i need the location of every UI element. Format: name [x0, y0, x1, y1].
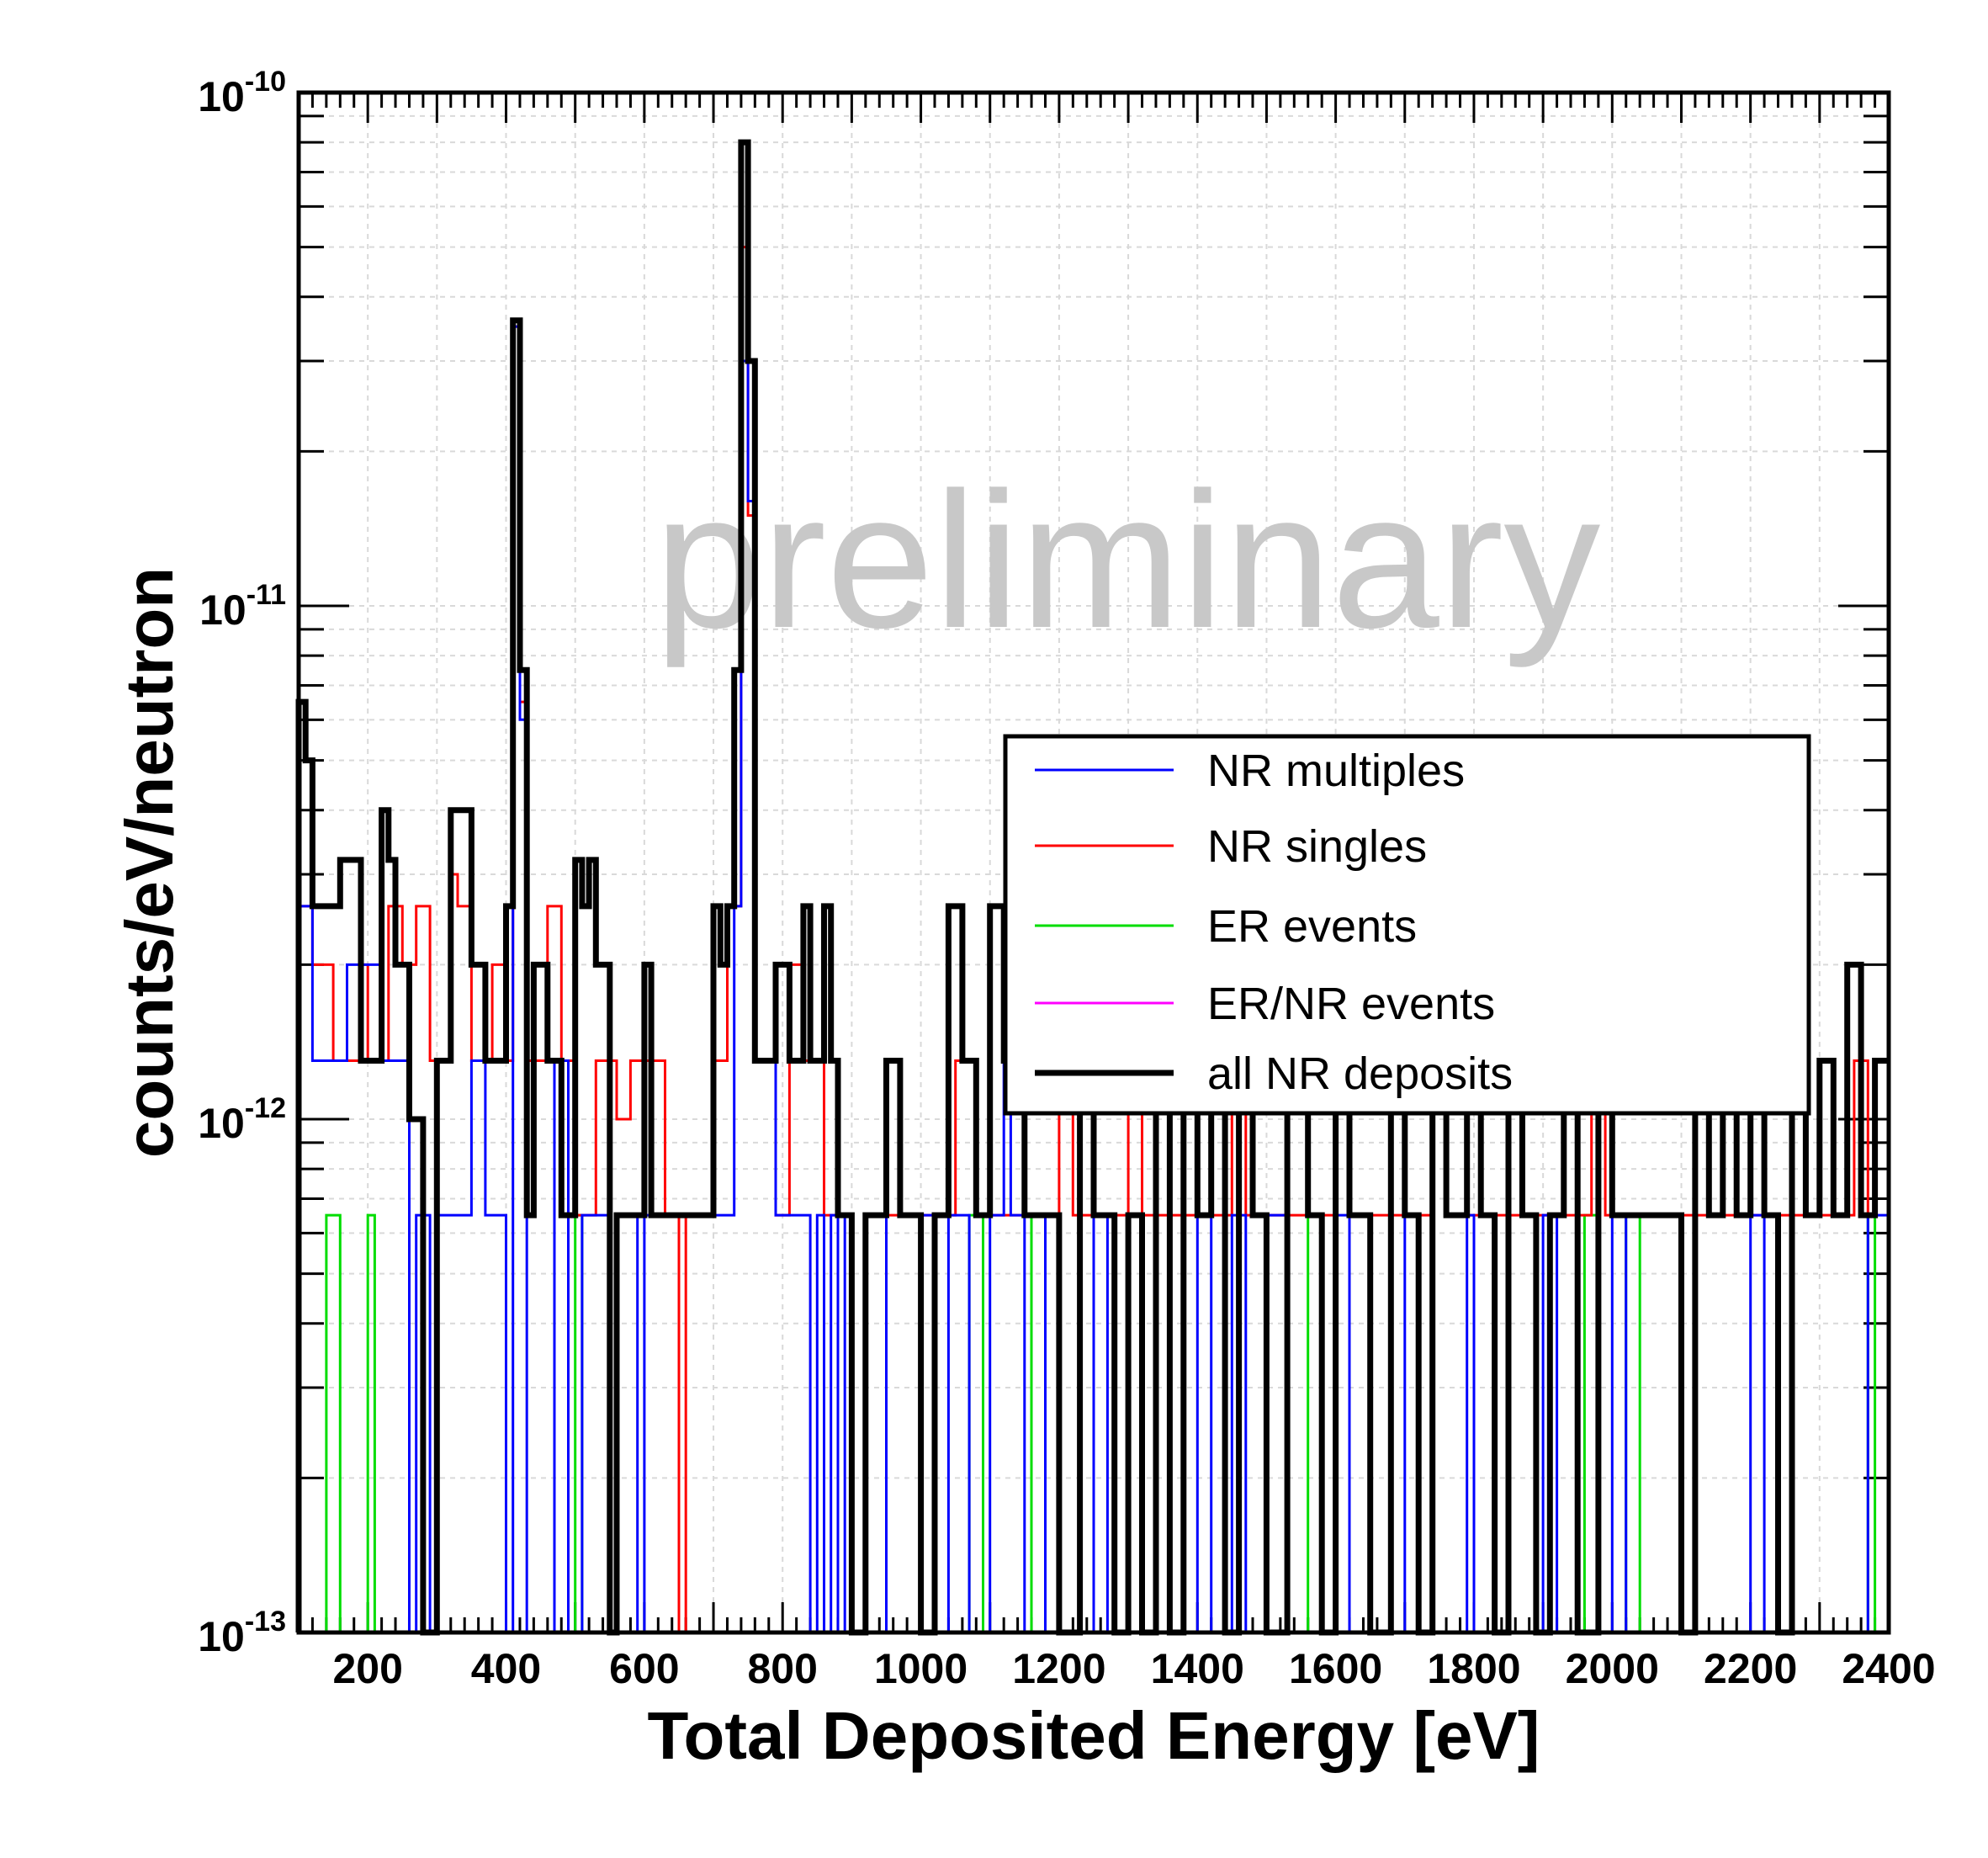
x-tick-label: 2000	[1566, 1645, 1659, 1692]
x-tick-label: 800	[747, 1645, 817, 1692]
x-tick-label: 400	[471, 1645, 541, 1692]
x-axis-title: Total Deposited Energy [eV]	[648, 1698, 1540, 1773]
x-tick-label: 200	[332, 1645, 402, 1692]
x-tick-label: 1600	[1289, 1645, 1382, 1692]
legend-label: ER/NR events	[1207, 979, 1495, 1029]
x-tick-label: 1800	[1427, 1645, 1520, 1692]
y-tick-label: 10-11	[199, 579, 286, 634]
legend-label: ER events	[1207, 901, 1417, 952]
y-axis-title: counts/eV/neutron	[112, 567, 187, 1158]
y-tick-label: 10-13	[198, 1606, 286, 1660]
tick-labels: 200 400 600 800 1000 1200 1400 1600 1800 2000 2200…	[198, 66, 1935, 1692]
legend-label: all NR deposits	[1207, 1048, 1513, 1099]
plot-frame	[296, 90, 1891, 1635]
y-tick-label: 10-10	[198, 66, 286, 120]
x-tick-label: 2200	[1704, 1645, 1797, 1692]
x-tick-label: 1000	[874, 1645, 967, 1692]
x-tick-label: 2400	[1842, 1645, 1935, 1692]
x-tick-label: 600	[609, 1645, 679, 1692]
legend: NR multiples NR singles ER events ER/NR eve…	[1003, 734, 1811, 1116]
watermark-text: preliminary	[655, 452, 1601, 668]
x-tick-label: 1400	[1151, 1645, 1244, 1692]
x-tick-label: 1200	[1012, 1645, 1105, 1692]
y-tick-label: 10-12	[198, 1092, 286, 1147]
legend-label: NR singles	[1207, 821, 1427, 872]
legend-label: NR multiples	[1207, 746, 1465, 796]
